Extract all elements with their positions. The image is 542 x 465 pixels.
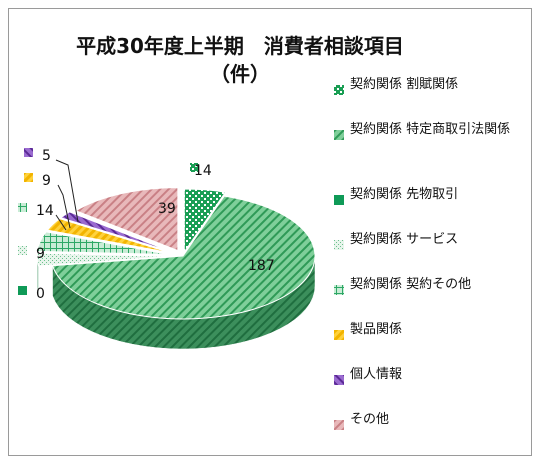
data-label: 14 — [194, 163, 212, 179]
leader-line — [55, 159, 79, 223]
data-label: 9 — [42, 173, 51, 189]
pie-slice — [46, 218, 171, 254]
legend-label: 製品関係 — [350, 322, 403, 337]
chart-title: 平成30年度上半期 消費者相談項目 — [76, 34, 404, 58]
data-label: 187 — [248, 258, 275, 274]
legend-swatch — [334, 235, 344, 250]
data-label: 0 — [36, 286, 45, 302]
chart-subtitle: （件） — [210, 62, 270, 86]
legend-label: 契約関係 先物取引 — [350, 187, 459, 202]
data-label: 9 — [36, 246, 45, 262]
legend-swatch — [334, 125, 344, 140]
data-label-swatch — [18, 203, 27, 212]
pie-slice — [74, 187, 179, 252]
pie-slice — [59, 211, 172, 253]
legend-swatch — [334, 325, 344, 340]
legend-label: 契約関係 割賦関係 — [350, 77, 459, 92]
legend-item: 契約関係 契約その他 — [334, 275, 535, 295]
legend-label: 契約関係 契約その他 — [350, 277, 472, 292]
legend-item: 製品関係 — [334, 320, 535, 340]
legend-label: 個人情報 — [350, 367, 403, 382]
legend-swatch — [334, 190, 344, 205]
data-label-swatch — [24, 173, 33, 182]
data-label-swatch — [18, 286, 27, 295]
legend-item: 個人情報 — [334, 365, 535, 385]
legend-swatch — [334, 415, 344, 430]
legend-swatch — [334, 370, 344, 385]
pie-slice — [38, 256, 170, 268]
data-label-swatch — [24, 148, 33, 157]
legend-item: 契約関係 サービス — [334, 230, 535, 250]
data-label-swatch — [18, 246, 27, 255]
legend-swatch — [334, 280, 344, 295]
legend-swatch — [334, 80, 344, 95]
legend-item: 契約関係 特定商取引法関係 — [334, 120, 535, 140]
leader-line — [55, 214, 67, 231]
pie-slice — [36, 231, 170, 256]
legend-item: 契約関係 割賦関係 — [334, 75, 535, 95]
legend-item: その他 — [334, 410, 535, 430]
pie-slice — [183, 188, 227, 254]
legend-label: 契約関係 サービス — [350, 232, 459, 247]
pie-slice — [36, 252, 170, 267]
pie-slice — [51, 195, 316, 320]
legend-label: 契約関係 特定商取引法関係 — [350, 122, 511, 137]
data-label: 39 — [158, 201, 176, 217]
legend-label: その他 — [350, 412, 390, 427]
data-label: 14 — [36, 203, 54, 219]
data-label-swatch — [190, 163, 199, 172]
data-label: 5 — [42, 148, 51, 164]
legend-item: 契約関係 先物取引 — [334, 185, 535, 205]
leader-line — [57, 184, 71, 229]
